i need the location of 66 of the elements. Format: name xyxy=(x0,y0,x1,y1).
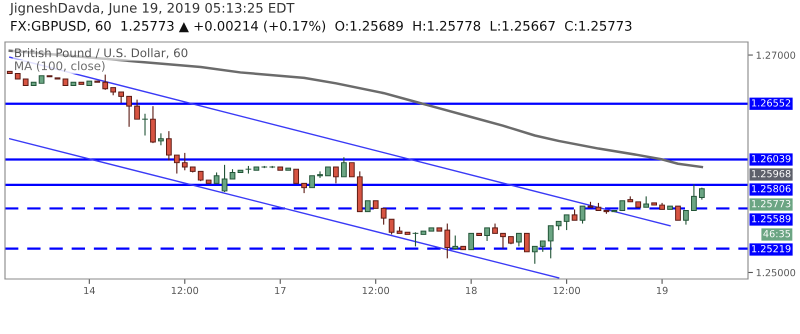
candlestick xyxy=(380,208,387,226)
text: 46:35 xyxy=(763,230,790,238)
candlestick xyxy=(333,166,339,184)
candlestick xyxy=(675,206,681,221)
candlestick xyxy=(174,154,180,174)
ref-line-label: 1.26039 xyxy=(752,154,790,162)
candlestick xyxy=(412,232,418,247)
ref-line-label: 1.25806 xyxy=(752,184,791,192)
candlestick xyxy=(548,225,554,259)
candlestick xyxy=(309,175,315,188)
annotation: British Pound / U.S. Dollar, 60 xyxy=(15,48,188,58)
candlestick xyxy=(118,91,124,104)
x-tick-label: 12:00 xyxy=(362,286,390,294)
x-tick-label: 18 xyxy=(466,286,477,294)
candlestick xyxy=(126,96,132,128)
candlestick xyxy=(293,168,300,184)
candlestick xyxy=(643,196,650,208)
candlestick xyxy=(698,187,705,200)
ref-line-label: 1.26552 xyxy=(752,99,790,107)
candlestick xyxy=(564,214,570,231)
series-label: MA (100, close) xyxy=(15,61,105,72)
candlestick xyxy=(452,234,458,250)
candlestick xyxy=(230,168,236,180)
candlestick xyxy=(134,99,140,120)
ref-line-label: 1.25589 xyxy=(752,214,790,222)
candlestick xyxy=(142,113,148,136)
candlestick xyxy=(484,227,490,242)
candlestick xyxy=(619,200,626,211)
y-tick-label: 1.27000 xyxy=(756,52,796,59)
candlestick xyxy=(540,240,546,252)
candlestick xyxy=(683,210,689,226)
line-series xyxy=(8,49,704,168)
candlestick xyxy=(158,132,164,146)
x-tick-label: 17 xyxy=(275,286,286,294)
y-tick-label: 1.25000 xyxy=(756,268,796,276)
candlestick xyxy=(516,232,522,247)
candlestick xyxy=(348,162,355,178)
candlestick xyxy=(182,152,188,171)
candlestick xyxy=(166,130,172,162)
x-tick-label: 12:00 xyxy=(172,286,198,294)
candlestick xyxy=(214,172,220,184)
x-tick-label: 19 xyxy=(656,286,668,294)
candlestick xyxy=(150,106,156,144)
candlestick xyxy=(222,164,228,193)
x-tick-label: 12:00 xyxy=(554,286,580,294)
candlestick xyxy=(492,223,498,234)
candlestick xyxy=(532,246,538,264)
candlestick xyxy=(364,200,371,212)
candlestick xyxy=(444,223,450,259)
ref-line-label: 1.25219 xyxy=(752,244,790,252)
text: 1.25968 xyxy=(752,170,791,178)
candlestick xyxy=(198,170,204,182)
chart-title: FX:GBPUSD, 60 1.25773 ▲ +0.00214 (+0.17%) O:1.25689 H:1.25778 L:1.25667 C:1.25773 xyxy=(11,20,632,32)
candlestick xyxy=(691,184,697,212)
candlestick xyxy=(341,156,347,178)
candlestick xyxy=(580,206,586,224)
candlestick xyxy=(102,74,108,90)
candlestick xyxy=(524,232,530,252)
candlestick xyxy=(468,232,474,250)
x-tick-label: 14 xyxy=(84,286,95,294)
chart-subtitle: JigneshDavda, June 19, 2019 05:13:25 EDT xyxy=(9,2,294,16)
text: 1.25773 xyxy=(752,200,790,208)
candlestick xyxy=(301,182,307,194)
candlestick xyxy=(500,232,506,250)
candlestick xyxy=(572,208,578,221)
candlestick xyxy=(388,218,394,235)
